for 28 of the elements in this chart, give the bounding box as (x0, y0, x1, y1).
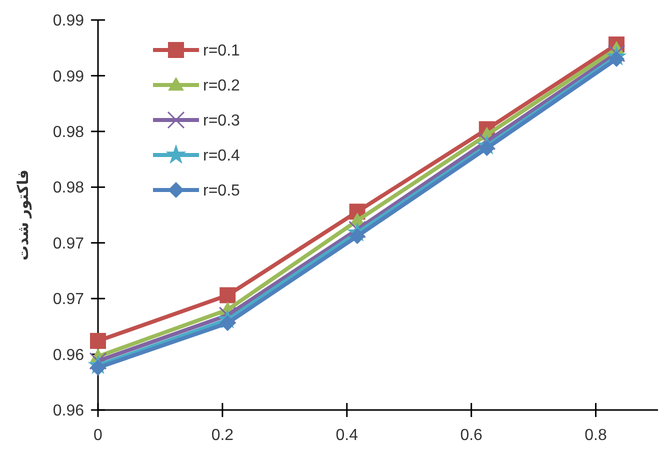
point (220, 315, 236, 332)
x-tick-label: 0.8 (584, 427, 607, 444)
x-tick-label: 0 (94, 427, 103, 444)
point (608, 44, 626, 62)
point (349, 228, 366, 244)
point (90, 332, 106, 349)
point (89, 352, 107, 370)
legend-label: r=0.3 (203, 112, 240, 130)
legend-label: r=0.2 (203, 78, 240, 95)
x-tick-label: 0.6 (460, 427, 483, 444)
y-tick-label: 0.96 (52, 346, 84, 364)
y-tick-label: 0.97 (52, 291, 84, 308)
y-tick-label: 0.98 (52, 180, 84, 197)
x-tick-label: 0.2 (211, 427, 234, 444)
point (478, 132, 496, 150)
legend-label: r=0.4 (203, 148, 240, 165)
y-tick-label: 0.97 (52, 235, 84, 252)
y-axis-title: فاکتور شدت (15, 170, 32, 260)
y-tick-label: 0.98 (52, 124, 84, 142)
y-tick-label: 0.99 (52, 12, 84, 30)
x-tick-label: 0.4 (336, 427, 358, 444)
y-tick-label: 0.99 (52, 68, 84, 86)
point (218, 306, 236, 324)
point (220, 287, 236, 304)
point (348, 220, 366, 238)
y-tick-label: 0.96 (52, 402, 84, 420)
legend-label: r=0.5 (203, 182, 240, 200)
legend-label: r=0.1 (203, 42, 240, 60)
